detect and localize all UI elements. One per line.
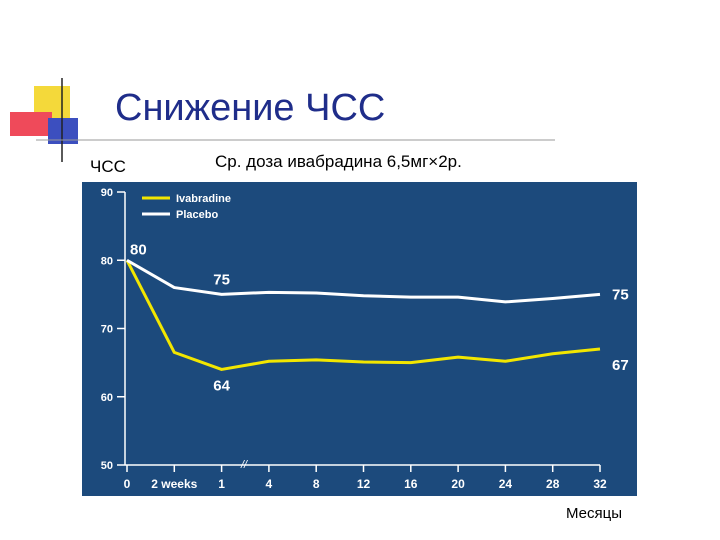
x-tick-label: 28	[546, 477, 560, 491]
axis-break: //	[240, 459, 248, 471]
data-label: 64	[213, 377, 230, 394]
data-label: 75	[612, 286, 629, 303]
x-axis-title: Месяцы	[566, 505, 622, 522]
x-tick-label: 16	[404, 477, 418, 491]
x-tick-label: 2 weeks	[151, 477, 197, 491]
x-tick-label: 32	[593, 477, 607, 491]
y-tick-label: 90	[101, 187, 113, 199]
plot-background	[82, 182, 637, 496]
legend-label: Ivabradine	[176, 193, 231, 205]
slide-title: Снижение ЧСС	[115, 87, 385, 129]
y-tick-label: 80	[101, 255, 113, 267]
x-tick-label: 20	[451, 477, 465, 491]
x-tick-label: 8	[313, 477, 320, 491]
y-tick-label: 70	[101, 324, 113, 336]
series-line	[125, 259, 601, 371]
y-tick-label: 60	[101, 392, 113, 404]
y-axis-title: ЧСС	[90, 157, 126, 176]
data-label: 80	[130, 241, 147, 258]
subtitle: Ср. доза ивабрадина 6,5мг×2р.	[215, 152, 462, 171]
x-tick-label: 4	[266, 477, 273, 491]
x-tick-label: 24	[499, 477, 513, 491]
legend-label: Placebo	[176, 209, 218, 221]
x-tick-label: 1	[218, 477, 225, 491]
series-line	[126, 258, 601, 304]
x-tick-label: 12	[357, 477, 371, 491]
data-label: 75	[213, 271, 230, 288]
y-tick-label: 50	[101, 460, 113, 472]
x-tick-label: 0	[124, 477, 131, 491]
decor-red	[10, 112, 52, 136]
data-label: 67	[612, 357, 629, 374]
plot: 50 60 70 80 90 0 2 weeks 1 4 8 12 16 20 24 28 32 Ivabrad…	[101, 187, 629, 491]
